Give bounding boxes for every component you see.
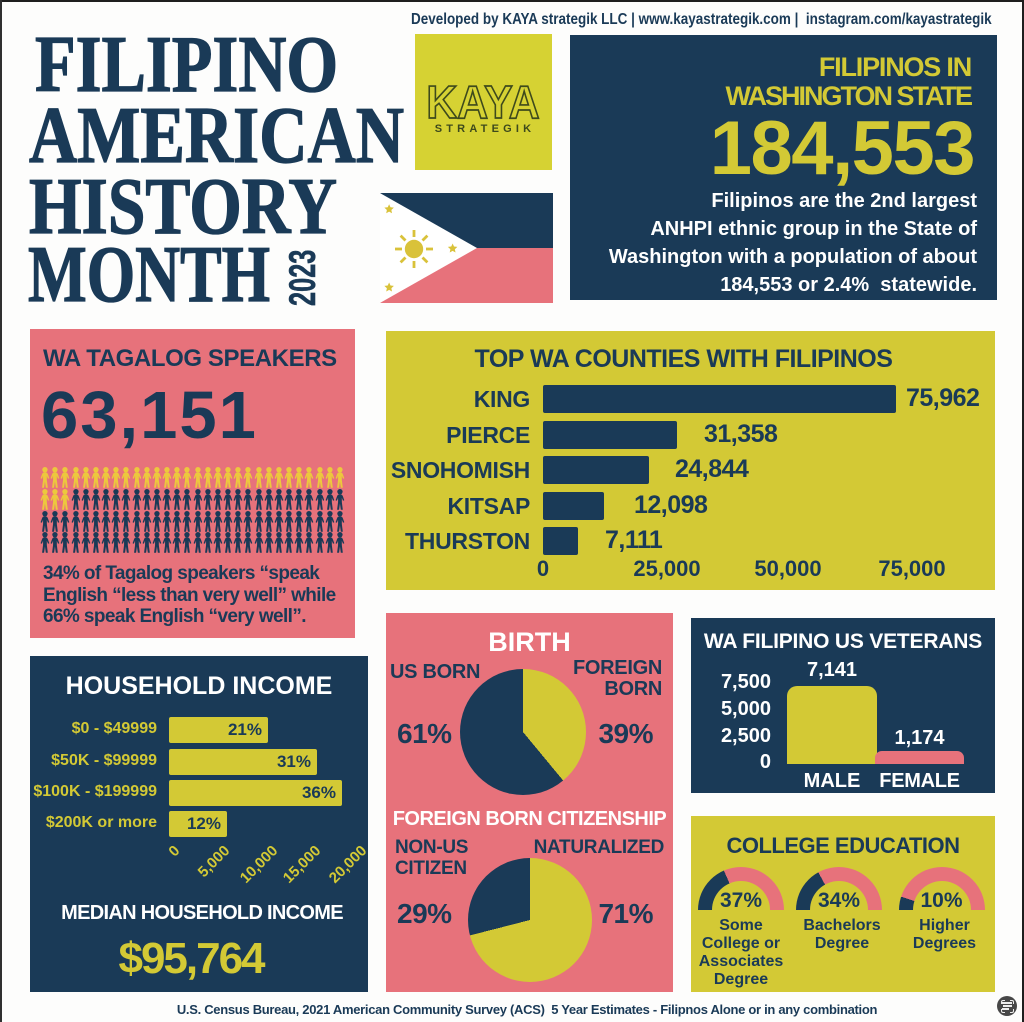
svg-text:KAYA: KAYA [426,78,539,129]
svg-text:STRATEGIK: STRATEGIK [435,123,536,135]
